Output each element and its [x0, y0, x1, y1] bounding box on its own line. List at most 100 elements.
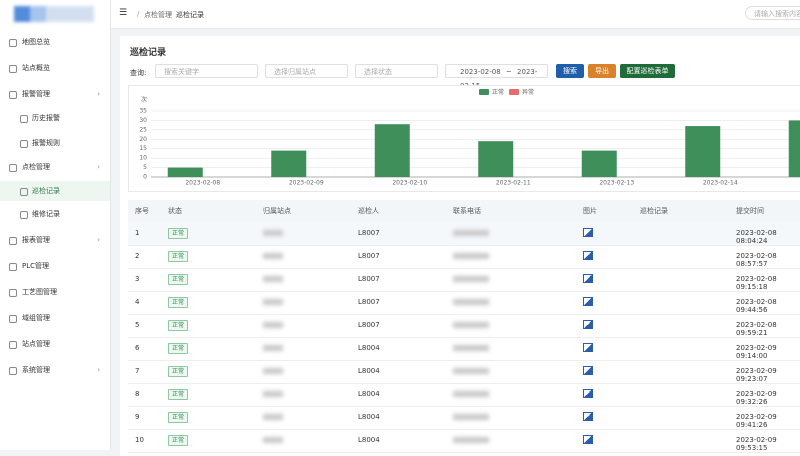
row-index: 3	[135, 275, 140, 283]
menu-label: 报表管理	[22, 236, 50, 244]
menu-item[interactable]: 历史报警	[0, 108, 110, 128]
legend-swatch	[479, 89, 489, 95]
export-button[interactable]: 导出	[588, 64, 616, 78]
table: 序号 状态 归属站点 巡检人 联系电话 图片 巡检记录 提交时间 1 正常 L8007 2023-02…	[128, 200, 800, 453]
table-row[interactable]	[128, 337, 800, 361]
menu-item[interactable]: PLC管理	[0, 256, 110, 276]
column-header[interactable]: 状态	[168, 207, 182, 215]
menu-item[interactable]: 维修记录	[0, 204, 110, 224]
inspector: L8007	[358, 275, 380, 283]
menu-item[interactable]: 域组管理	[0, 308, 110, 328]
column-header[interactable]: 提交时间	[736, 207, 764, 215]
phone-blurred	[453, 391, 489, 397]
menu-label: 站点概览	[22, 64, 50, 72]
photo-thumbnail[interactable]	[583, 320, 593, 329]
menu-label: 点检管理	[22, 163, 50, 171]
status-tag: 正常	[168, 320, 189, 331]
photo-thumbnail[interactable]	[583, 228, 593, 237]
search-button[interactable]: 搜索	[556, 64, 584, 78]
menu-item[interactable]: 点检管理 ›	[0, 157, 110, 177]
sidebar: 地图总览站点概览报警管理 › 历史报警报警规则点检管理 › 巡检记录维修记录报表管理 › P…	[0, 0, 111, 450]
inspector: L8007	[358, 252, 380, 260]
menu-toggle[interactable]: ☰	[119, 8, 128, 18]
menu-item[interactable]: 报警规则	[0, 133, 110, 153]
y-tick-label: 20	[139, 136, 147, 143]
phone-blurred	[453, 276, 489, 282]
menu-item[interactable]: 巡检记录	[0, 181, 110, 201]
photo-thumbnail[interactable]	[583, 297, 593, 306]
row-index: 7	[135, 367, 140, 375]
photo-thumbnail[interactable]	[583, 412, 593, 421]
phone-blurred	[453, 368, 489, 374]
menu-item[interactable]: 站点概览	[0, 58, 110, 78]
submit-time: 2023-02-09 09:32:26	[736, 390, 777, 406]
config-button[interactable]: 配置巡检表单	[620, 64, 675, 78]
menu-item[interactable]: 报警管理 ›	[0, 84, 110, 104]
photo-thumbnail[interactable]	[583, 435, 593, 444]
menu-label: 维修记录	[32, 210, 60, 218]
bar	[581, 150, 617, 177]
header: ☰ / 点检管理 / 巡检记录 请输入搜索内容	[111, 0, 800, 29]
site-blurred	[263, 437, 283, 443]
breadcrumb-item: 巡检记录	[176, 11, 204, 19]
menu-label: 域组管理	[22, 314, 50, 322]
menu-item[interactable]: 地图总览	[0, 32, 110, 52]
bar	[271, 150, 307, 177]
submit-time: 2023-02-09 09:53:15	[736, 436, 777, 452]
breadcrumb-item[interactable]: 点检管理	[144, 11, 172, 19]
photo-thumbnail[interactable]	[583, 389, 593, 398]
keyword-input[interactable]: 搜索关键字	[155, 64, 258, 78]
submit-time: 2023-02-09 09:14:00	[736, 344, 777, 360]
legend-label: 异常	[522, 88, 534, 96]
menu-label: 报警规则	[32, 139, 60, 147]
menu-item[interactable]: 站点管理	[0, 334, 110, 354]
bar	[788, 120, 800, 177]
bar	[167, 167, 203, 177]
table-row[interactable]	[128, 406, 800, 430]
submit-time: 2023-02-08 09:59:21	[736, 321, 777, 337]
menu-label: 站点管理	[22, 340, 50, 348]
date-range[interactable]: 2023-02-08 ~ 2023-02-15	[445, 64, 548, 90]
table-row[interactable]	[128, 383, 800, 407]
inspector: L8004	[358, 413, 380, 421]
menu-label: 工艺图管理	[22, 288, 57, 296]
inspector: L8007	[358, 229, 380, 237]
photo-thumbnail[interactable]	[583, 366, 593, 375]
table-row[interactable]	[128, 268, 800, 292]
inspector: L8007	[358, 321, 380, 329]
x-tick-label: 2023-02-09	[289, 180, 324, 187]
menu-item[interactable]: 系统管理 ›	[0, 360, 110, 380]
y-tick-label: 15	[139, 145, 147, 152]
photo-thumbnail[interactable]	[583, 343, 593, 352]
table-row[interactable]	[128, 360, 800, 384]
submit-time: 2023-02-08 09:15:18	[736, 275, 777, 291]
filter-label: 查询:	[130, 69, 147, 77]
table-row[interactable]	[128, 245, 800, 269]
menu-item[interactable]: 工艺图管理	[0, 282, 110, 302]
menu-label: 地图总览	[22, 38, 50, 46]
submit-time: 2023-02-08 09:44:56	[736, 298, 777, 314]
global-search[interactable]: 请输入搜索内容	[745, 6, 800, 20]
inspector: L8007	[358, 298, 380, 306]
table-row[interactable]	[128, 314, 800, 338]
site-blurred	[263, 322, 283, 328]
menu-item[interactable]: 报表管理 ›	[0, 230, 110, 250]
y-tick-label: 10	[139, 155, 147, 162]
inspector: L8004	[358, 390, 380, 398]
row-index: 6	[135, 344, 140, 352]
site-select[interactable]: 选择归属站点	[265, 64, 348, 78]
chart: 次 0 5 10 15 20 25 30 35 正常 异常 2023-02-08 2023-02-09…	[128, 85, 800, 192]
site-blurred	[263, 368, 283, 374]
site-blurred	[263, 345, 283, 351]
photo-thumbnail[interactable]	[583, 274, 593, 283]
site-blurred	[263, 230, 283, 236]
row-index: 10	[135, 436, 144, 444]
x-tick-label: 2023-02-10	[392, 180, 427, 187]
table-row[interactable]	[128, 291, 800, 315]
photo-thumbnail[interactable]	[583, 251, 593, 260]
inspector: L8004	[358, 436, 380, 444]
row-index: 8	[135, 390, 140, 398]
date-start: 2023-02-08	[460, 68, 501, 76]
status-select[interactable]: 选择状态	[355, 64, 438, 78]
row-index: 4	[135, 298, 140, 306]
